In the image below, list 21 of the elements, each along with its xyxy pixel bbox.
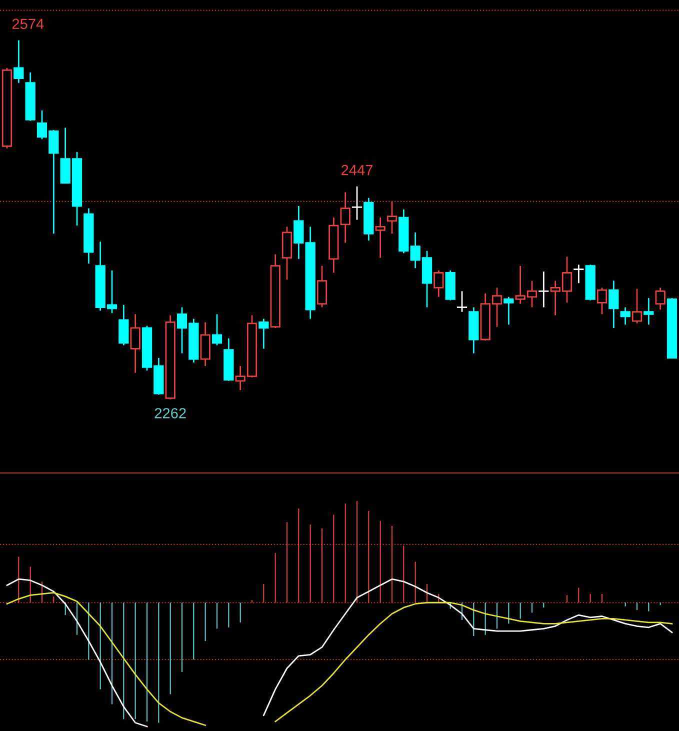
candlestick — [200, 322, 210, 367]
annotation: 2574 — [12, 18, 44, 30]
candlestick — [375, 216, 386, 258]
candlestick — [364, 197, 374, 242]
annotation: 2262 — [154, 408, 186, 418]
candlestick — [538, 270, 549, 308]
candlestick — [608, 280, 619, 329]
annotation: 2447 — [342, 164, 372, 176]
candlestick — [118, 304, 129, 346]
candlestick — [328, 216, 339, 274]
candlestick — [130, 313, 140, 374]
candlestick — [386, 200, 398, 234]
candlestick — [340, 191, 350, 244]
candlestick — [294, 205, 304, 260]
candlestick — [352, 186, 362, 221]
candlestick — [644, 297, 654, 326]
candlestick — [305, 226, 316, 320]
candlestick — [574, 264, 584, 284]
candlestick — [14, 40, 24, 84]
candlestick — [84, 208, 94, 264]
candlestick — [655, 287, 666, 310]
